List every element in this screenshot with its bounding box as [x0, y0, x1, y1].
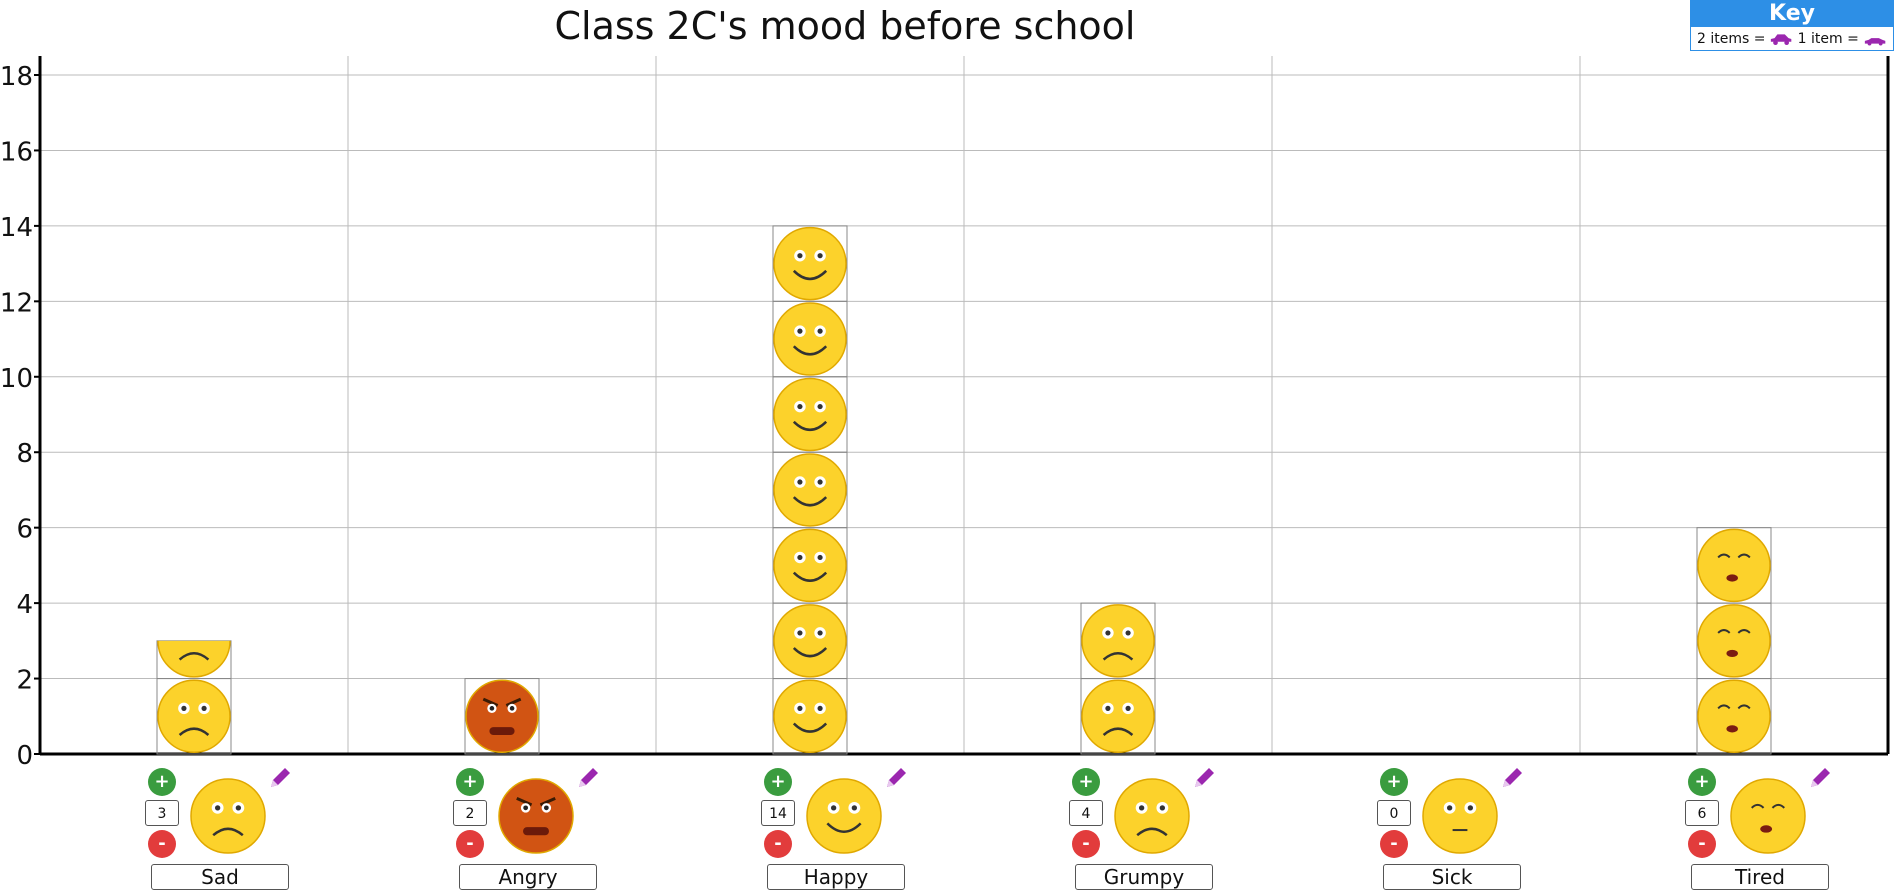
edit-angry-pencil-icon[interactable] — [574, 764, 602, 792]
pictogram-icon — [772, 376, 848, 453]
grumpy-face-button[interactable] — [1112, 776, 1192, 856]
sad-category-label[interactable]: Sad — [151, 864, 289, 890]
sick-face-button[interactable] — [1420, 776, 1500, 856]
grumpy-face-icon — [1114, 778, 1190, 854]
increment-sad-button[interactable]: + — [148, 768, 176, 796]
y-tick-label: 0 — [16, 741, 33, 771]
pictogram-icon — [464, 678, 540, 755]
edit-grumpy-pencil-icon[interactable] — [1190, 764, 1218, 792]
key-one-item-text: 1 item = — [1797, 31, 1859, 47]
tired-face-icon — [1697, 528, 1771, 603]
happy-face-icon — [773, 226, 847, 301]
pictogram-icon — [156, 678, 232, 755]
y-tick-label: 10 — [0, 364, 33, 394]
tired-face-icon — [1697, 604, 1771, 678]
angry-face-icon — [465, 679, 539, 754]
key-row: 2 items = 1 item = — [1691, 27, 1893, 51]
sad-face-button[interactable] — [188, 776, 268, 856]
pictogram-partial-icon — [156, 640, 232, 680]
tired-face-icon — [1730, 778, 1806, 854]
sick-count-field[interactable]: 0 — [1377, 800, 1411, 826]
pictogram-icon — [1080, 678, 1156, 755]
y-tick-label: 18 — [0, 62, 33, 92]
happy-face-icon — [773, 604, 847, 678]
sick-face-icon — [1422, 778, 1498, 854]
decrement-grumpy-button[interactable]: - — [1072, 830, 1100, 858]
key-legend: Key 2 items = 1 item = — [1690, 0, 1894, 51]
increment-happy-button[interactable]: + — [764, 768, 792, 796]
decrement-sick-button[interactable]: - — [1380, 830, 1408, 858]
tired-face-button[interactable] — [1728, 776, 1808, 856]
pictogram-icon — [772, 527, 848, 604]
edit-tired-pencil-icon[interactable] — [1806, 764, 1834, 792]
happy-face-icon — [773, 453, 847, 527]
chart-title: Class 2C's mood before school — [554, 4, 1136, 48]
key-two-items-text: 2 items = — [1697, 31, 1766, 47]
y-tick-label: 4 — [16, 590, 33, 620]
car-two-icon — [1771, 34, 1792, 46]
happy-face-icon — [773, 528, 847, 603]
happy-count-field[interactable]: 14 — [761, 800, 795, 826]
sad-count-field[interactable]: 3 — [145, 800, 179, 826]
y-tick-label: 16 — [0, 137, 33, 167]
happy-face-icon — [773, 377, 847, 452]
decrement-sad-button[interactable]: - — [148, 830, 176, 858]
decrement-happy-button[interactable]: - — [764, 830, 792, 858]
tired-count-field[interactable]: 6 — [1685, 800, 1719, 826]
grumpy-face-icon — [1081, 679, 1155, 754]
happy-face-icon — [773, 679, 847, 754]
happy-category-label[interactable]: Happy — [767, 864, 905, 890]
pictogram-icon — [772, 602, 848, 680]
angry-face-button[interactable] — [496, 776, 576, 856]
key-heading: Key — [1691, 1, 1893, 27]
happy-face-icon — [773, 302, 847, 376]
pictogram-icon — [1696, 678, 1772, 755]
angry-count-field[interactable]: 2 — [453, 800, 487, 826]
y-tick-label: 12 — [0, 288, 33, 318]
pictogram-icon — [772, 300, 848, 378]
y-tick-label: 14 — [0, 213, 33, 243]
sad-face-icon — [157, 679, 231, 754]
decrement-tired-button[interactable]: - — [1688, 830, 1716, 858]
angry-face-icon — [498, 778, 574, 854]
decrement-angry-button[interactable]: - — [456, 830, 484, 858]
increment-sick-button[interactable]: + — [1380, 768, 1408, 796]
y-tick-label: 8 — [16, 439, 33, 469]
edit-happy-pencil-icon[interactable] — [882, 764, 910, 792]
pictogram-icon — [1696, 602, 1772, 680]
sad-face-icon — [157, 640, 231, 678]
happy-face-icon — [806, 778, 882, 854]
y-tick-label: 2 — [16, 666, 33, 696]
increment-angry-button[interactable]: + — [456, 768, 484, 796]
sick-category-label[interactable]: Sick — [1383, 864, 1521, 890]
happy-face-button[interactable] — [804, 776, 884, 856]
car-half-icon — [1864, 38, 1886, 46]
tired-face-icon — [1697, 679, 1771, 754]
sad-face-icon — [190, 778, 266, 854]
angry-category-label[interactable]: Angry — [459, 864, 597, 890]
grumpy-category-label[interactable]: Grumpy — [1075, 864, 1213, 890]
tired-category-label[interactable]: Tired — [1691, 864, 1829, 890]
grumpy-face-icon — [1081, 604, 1155, 678]
pictogram-icon — [772, 678, 848, 755]
y-tick-label: 6 — [16, 515, 33, 545]
pictogram-icon — [772, 451, 848, 529]
increment-grumpy-button[interactable]: + — [1072, 768, 1100, 796]
grumpy-count-field[interactable]: 4 — [1069, 800, 1103, 826]
pictogram-icon — [772, 225, 848, 302]
increment-tired-button[interactable]: + — [1688, 768, 1716, 796]
pictogram-icon — [1696, 527, 1772, 604]
edit-sad-pencil-icon[interactable] — [266, 764, 294, 792]
edit-sick-pencil-icon[interactable] — [1498, 764, 1526, 792]
pictogram-icon — [1080, 602, 1156, 680]
